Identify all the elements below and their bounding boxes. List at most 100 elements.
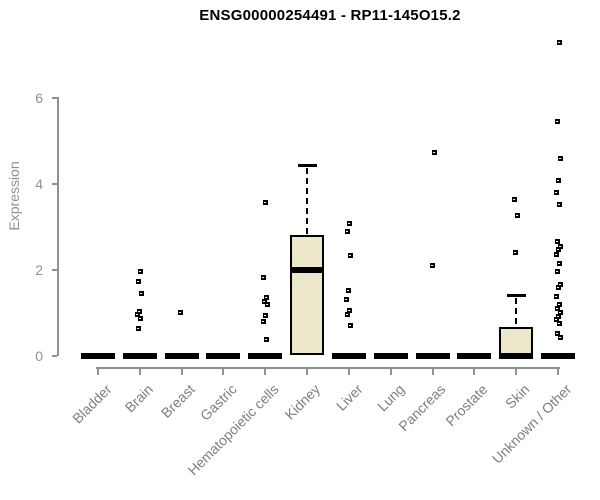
median-line bbox=[457, 352, 492, 359]
outlier-point bbox=[263, 313, 268, 318]
outlier-point bbox=[344, 297, 349, 302]
x-tick bbox=[389, 368, 392, 375]
median-line bbox=[541, 352, 576, 359]
outlier-point bbox=[555, 269, 560, 274]
chart-title: ENSG00000254491 - RP11-145O15.2 bbox=[199, 7, 461, 24]
boxplot-box bbox=[290, 235, 325, 356]
x-tick bbox=[347, 368, 350, 375]
outlier-point bbox=[558, 310, 563, 315]
median-line bbox=[206, 352, 241, 359]
outlier-point bbox=[264, 295, 269, 300]
y-axis-line bbox=[57, 97, 59, 357]
y-tick-label: 6 bbox=[35, 90, 43, 107]
category-label: Breast bbox=[158, 381, 198, 421]
outlier-point bbox=[347, 308, 352, 313]
category-label: Prostate bbox=[442, 381, 491, 430]
x-tick bbox=[222, 368, 225, 375]
x-tick bbox=[306, 368, 309, 375]
whisker-cap bbox=[297, 163, 317, 167]
outlier-point bbox=[345, 312, 350, 317]
median-line bbox=[331, 352, 366, 359]
outlier-point bbox=[555, 239, 560, 244]
outlier-point bbox=[347, 221, 352, 226]
outlier-point bbox=[556, 178, 561, 183]
x-axis-line bbox=[96, 367, 561, 369]
outlier-point bbox=[556, 285, 561, 290]
outlier-point bbox=[554, 317, 559, 322]
category-label: Skin bbox=[501, 381, 533, 412]
category-label: Unknown / Other bbox=[488, 381, 575, 467]
category-label: Kidney bbox=[281, 381, 324, 423]
y-tick bbox=[52, 97, 57, 100]
outlier-point bbox=[348, 323, 353, 328]
median-line bbox=[290, 266, 325, 273]
outlier-point bbox=[136, 279, 141, 284]
outlier-point bbox=[555, 119, 560, 124]
outlier-point bbox=[558, 335, 563, 340]
outlier-point bbox=[432, 150, 437, 155]
outlier-point bbox=[558, 244, 563, 249]
outlier-point bbox=[557, 261, 562, 266]
outlier-point bbox=[261, 319, 266, 324]
outlier-point bbox=[557, 302, 562, 307]
x-tick bbox=[97, 368, 99, 375]
whisker-line bbox=[515, 297, 518, 328]
median-line bbox=[499, 352, 534, 359]
median-line bbox=[248, 352, 283, 359]
category-label: Lung bbox=[373, 381, 408, 415]
outlier-point bbox=[557, 202, 562, 207]
median-line bbox=[373, 352, 408, 359]
outlier-point bbox=[135, 312, 140, 317]
outlier-point bbox=[137, 309, 142, 314]
y-tick-label: 0 bbox=[35, 347, 43, 364]
outlier-point bbox=[554, 190, 559, 195]
outlier-point bbox=[346, 288, 351, 293]
outlier-point bbox=[556, 314, 561, 319]
median-line bbox=[164, 352, 199, 359]
category-label: Liver bbox=[332, 381, 366, 414]
outlier-point bbox=[513, 250, 518, 255]
x-tick bbox=[138, 368, 141, 375]
x-tick bbox=[431, 368, 434, 375]
outlier-point bbox=[139, 291, 144, 296]
outlier-point bbox=[512, 197, 517, 202]
y-tick-label: 4 bbox=[35, 175, 43, 192]
median-line bbox=[122, 352, 157, 359]
outlier-point bbox=[555, 306, 560, 311]
boxplot-box bbox=[499, 327, 534, 356]
outlier-point bbox=[558, 282, 563, 287]
whisker-line bbox=[306, 167, 309, 236]
outlier-point bbox=[138, 316, 143, 321]
outlier-point bbox=[178, 310, 183, 315]
outlier-point bbox=[556, 247, 561, 252]
outlier-point bbox=[265, 302, 270, 307]
outlier-point bbox=[557, 321, 562, 326]
outlier-point bbox=[555, 331, 560, 336]
outlier-point bbox=[348, 253, 353, 258]
outlier-point bbox=[264, 337, 269, 342]
y-tick bbox=[52, 354, 57, 357]
outlier-point bbox=[554, 294, 559, 299]
outlier-point bbox=[263, 200, 268, 205]
outlier-point bbox=[515, 213, 520, 218]
x-tick bbox=[264, 368, 267, 375]
outlier-point bbox=[262, 299, 267, 304]
outlier-point bbox=[430, 263, 435, 268]
outlier-point bbox=[557, 40, 562, 45]
whisker-cap bbox=[506, 293, 526, 297]
x-tick bbox=[515, 368, 518, 375]
x-tick bbox=[557, 368, 560, 375]
median-line bbox=[81, 352, 115, 359]
category-label: Brain bbox=[121, 381, 157, 416]
outlier-point bbox=[558, 156, 563, 161]
y-axis-label: Expression bbox=[6, 161, 22, 231]
y-tick bbox=[52, 182, 57, 185]
median-line bbox=[415, 352, 450, 359]
y-tick-label: 2 bbox=[35, 261, 43, 278]
outlier-point bbox=[261, 275, 266, 280]
outlier-point bbox=[136, 326, 141, 331]
category-label: Bladder bbox=[68, 381, 115, 427]
x-tick bbox=[473, 368, 476, 375]
x-tick bbox=[180, 368, 183, 375]
